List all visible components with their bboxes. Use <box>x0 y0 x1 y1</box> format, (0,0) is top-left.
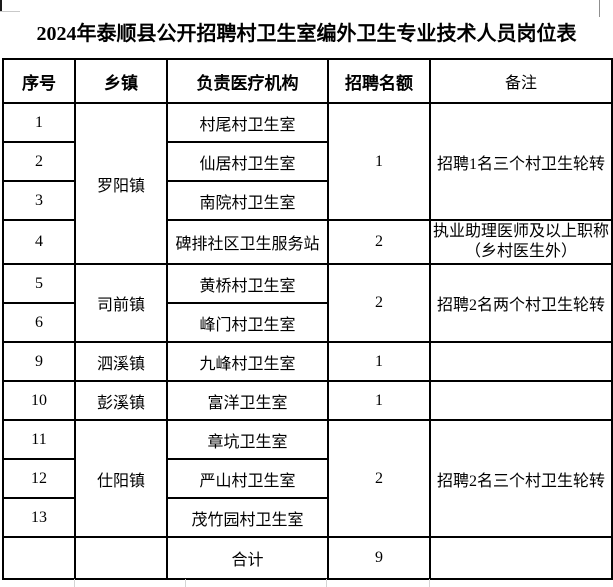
cell-remark: 招聘2名三个村卫生轮转 <box>429 419 613 538</box>
recruitment-table: 序号 乡镇 负责医疗机构 招聘名额 备注 1 罗阳镇 村尾村卫生室 1 招聘1名… <box>2 58 613 580</box>
cell-serial: 2 <box>2 141 76 182</box>
cell-institution: 富洋卫生室 <box>166 380 329 421</box>
total-quota: 9 <box>327 536 431 580</box>
cell-serial: 1 <box>2 102 76 143</box>
total-label: 合计 <box>166 536 329 580</box>
cell-remark-line2: （乡村医生外） <box>464 243 577 260</box>
gridline-artifact-top-right-vertical <box>599 0 600 17</box>
cell-serial: 3 <box>2 180 76 221</box>
table-row: 1 罗阳镇 村尾村卫生室 1 招聘1名三个村卫生轮转 <box>2 102 613 265</box>
cell-township: 彭溪镇 <box>74 380 168 421</box>
cell-quota: 2 <box>327 263 431 343</box>
table-row: 11 仕阳镇 章坑卫生室 2 招聘2名三个村卫生轮转 <box>2 419 613 538</box>
table-row: 3 南院村卫生室 <box>2 180 612 221</box>
cell-township-empty <box>74 536 168 580</box>
cell-remark <box>429 380 613 421</box>
cell-township: 司前镇 <box>74 263 168 343</box>
cell-institution: 茂竹园村卫生室 <box>166 497 329 538</box>
cell-serial: 12 <box>2 458 76 499</box>
table-header-row: 序号 乡镇 负责医疗机构 招聘名额 备注 <box>2 58 613 104</box>
gridline-artifact-bottom <box>429 579 430 587</box>
total-row: 合计 9 <box>2 536 613 580</box>
cell-serial: 6 <box>2 302 76 343</box>
gridline-artifact-top-left-vertical <box>0 0 2 12</box>
header-quota: 招聘名额 <box>327 58 431 104</box>
table-row: 2 仙居村卫生室 <box>2 141 612 182</box>
cell-serial: 10 <box>2 380 76 421</box>
cell-quota: 1 <box>327 102 431 221</box>
cell-serial: 9 <box>2 341 76 382</box>
cell-quota: 2 <box>327 419 431 538</box>
table-row: 5 司前镇 黄桥村卫生室 2 招聘2名两个村卫生轮转 <box>2 263 613 343</box>
cell-remark: 执业助理医师及以上职称 （乡村医生外） <box>429 219 613 265</box>
cell-institution: 碑排社区卫生服务站 <box>166 219 329 265</box>
cell-township: 罗阳镇 <box>74 102 168 265</box>
header-serial: 序号 <box>2 58 76 104</box>
table-row: 12 严山村卫生室 <box>2 458 612 499</box>
header-institution: 负责医疗机构 <box>166 58 329 104</box>
cell-institution: 峰门村卫生室 <box>166 302 329 343</box>
cell-remark <box>429 341 613 382</box>
table-row: 4 碑排社区卫生服务站 2 执业助理医师及以上职称 （乡村医生外） <box>2 219 613 265</box>
cell-quota: 1 <box>327 380 431 421</box>
table-row: 10 彭溪镇 富洋卫生室 1 <box>2 380 613 421</box>
cell-institution: 严山村卫生室 <box>166 458 329 499</box>
gridline-artifact-bottom <box>74 579 75 587</box>
cell-institution: 仙居村卫生室 <box>166 141 329 182</box>
cell-serial: 4 <box>2 219 76 265</box>
gridline-artifact-bottom <box>185 579 186 587</box>
cell-township: 泗溪镇 <box>74 341 168 382</box>
cell-quota: 2 <box>327 219 431 265</box>
page-title: 2024年泰顺县公开招聘村卫生室编外卫生专业技术人员岗位表 <box>36 23 577 45</box>
table-row: 13 茂竹园村卫生室 <box>2 497 612 538</box>
cell-institution: 南院村卫生室 <box>166 180 329 221</box>
cell-institution: 黄桥村卫生室 <box>166 263 329 304</box>
table-row: 9 泗溪镇 九峰村卫生室 1 <box>2 341 613 382</box>
cell-institution: 九峰村卫生室 <box>166 341 329 382</box>
cell-serial: 13 <box>2 497 76 538</box>
gridline-artifact-bottom <box>326 579 327 587</box>
cell-township: 仕阳镇 <box>74 419 168 538</box>
gridline-artifact-top-left-horizontal <box>0 11 20 12</box>
cell-quota: 1 <box>327 341 431 382</box>
cell-institution: 村尾村卫生室 <box>166 102 329 143</box>
cell-serial: 5 <box>2 263 76 304</box>
cell-remark-empty <box>429 536 613 580</box>
cell-institution: 章坑卫生室 <box>166 419 329 460</box>
cell-serial-empty <box>2 536 76 580</box>
cell-remark-line1: 执业助理医师及以上职称 <box>433 223 610 240</box>
cell-remark: 招聘1名三个村卫生轮转 <box>429 102 613 221</box>
cell-serial: 11 <box>2 419 76 460</box>
header-remark: 备注 <box>429 58 613 104</box>
table-row: 6 峰门村卫生室 <box>2 302 612 343</box>
cell-remark: 招聘2名两个村卫生轮转 <box>429 263 613 343</box>
header-township: 乡镇 <box>74 58 168 104</box>
